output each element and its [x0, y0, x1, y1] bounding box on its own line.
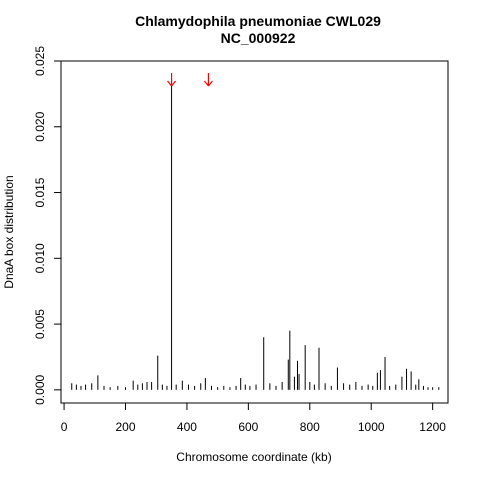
y-tick-label-1: 0.005	[33, 309, 47, 339]
chart-title-line2: NC_000922	[221, 30, 296, 46]
y-axis: 0.000 0.005 0.010 0.015 0.020 0.025	[33, 46, 62, 405]
x-tick-label-4: 800	[300, 420, 320, 434]
plot-frame	[60, 60, 449, 404]
x-tick-label-6: 1200	[419, 420, 446, 434]
origin-arrow-1	[203, 73, 213, 87]
x-axis-label: Chromosome coordinate (kb)	[176, 450, 331, 464]
y-tick-label-3: 0.015	[33, 177, 47, 207]
y-tick-label-4: 0.020	[33, 111, 47, 141]
x-tick-label-2: 400	[177, 420, 197, 434]
x-axis: 0 200 400 600 800 1000 1200	[61, 402, 446, 434]
x-tick-label-5: 1000	[358, 420, 385, 434]
x-tick-label-0: 0	[61, 420, 68, 434]
origin-arrow-head-left-1	[203, 80, 209, 87]
origin-arrow-head-right-1	[207, 80, 213, 87]
bars-layer	[71, 80, 440, 390]
origin-arrow-head-right-0	[171, 80, 177, 87]
origin-arrow-head-left-0	[167, 80, 173, 87]
y-axis-label: DnaA box distribution	[2, 175, 16, 288]
y-tick-label-0: 0.000	[33, 375, 47, 405]
arrows-layer	[167, 73, 213, 87]
chart-title-line1: Chlamydophila pneumoniae CWL029	[135, 13, 381, 29]
x-tick-label-3: 600	[238, 420, 258, 434]
origin-arrow-0	[167, 73, 177, 87]
x-tick-label-1: 200	[115, 420, 135, 434]
y-tick-label-2: 0.010	[33, 243, 47, 273]
y-tick-label-5: 0.025	[33, 46, 47, 76]
